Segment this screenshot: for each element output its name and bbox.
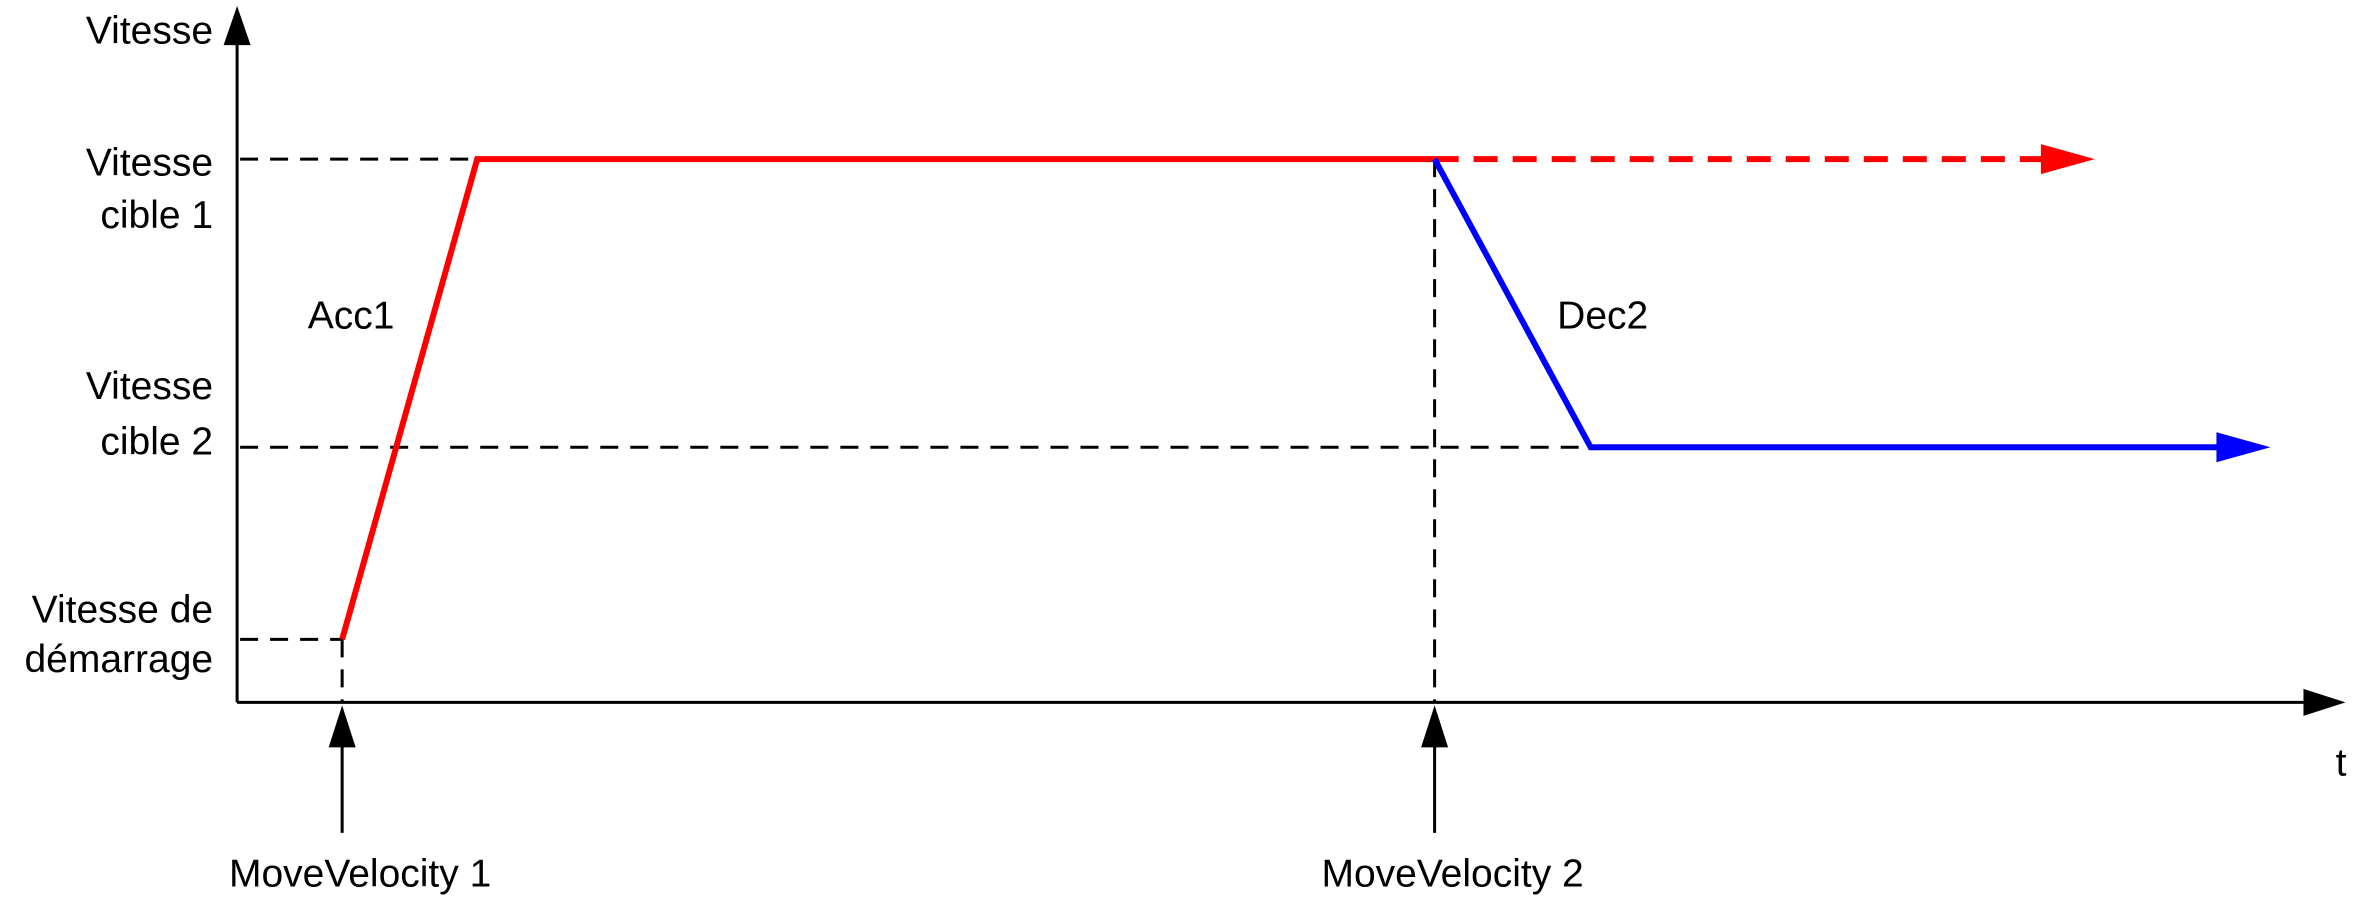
level-label: cible 1 <box>100 194 213 237</box>
annotation: Dec2 <box>1557 295 1648 338</box>
event-arrowhead <box>1421 705 1449 748</box>
annotation: Acc1 <box>308 295 395 338</box>
x-axis-arrow <box>2303 688 2346 716</box>
profile-2-arrow <box>2216 432 2271 463</box>
event-label: MoveVelocity 1 <box>229 853 491 896</box>
level-label: Vitesse <box>86 141 213 184</box>
event-arrowhead <box>328 705 356 748</box>
profile-2 <box>1431 157 2221 451</box>
event-label: MoveVelocity 2 <box>1321 853 1583 896</box>
guides <box>240 157 1591 703</box>
profile-1-arrow <box>2040 144 2095 175</box>
x-axis-label: t <box>2336 742 2347 785</box>
y-axis-arrow <box>223 6 251 46</box>
y-axis-label: Vitesse <box>86 9 213 52</box>
profile-1 <box>339 156 1435 641</box>
level-label: Vitesse <box>86 365 213 408</box>
level-label: démarrage <box>24 638 213 681</box>
level-label: cible 2 <box>100 421 213 464</box>
level-label: Vitesse de <box>32 589 213 632</box>
